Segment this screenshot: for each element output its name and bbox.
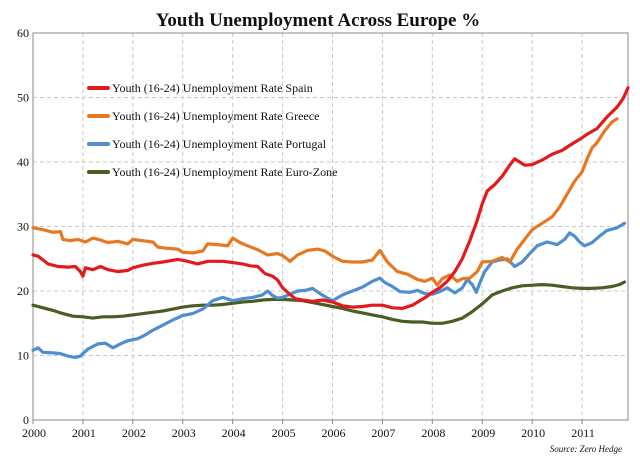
axes: 0 10 20 30 40 50 60 2000 2001 2002 2003 2004 2005 200… bbox=[17, 26, 595, 440]
legend: Youth (16-24) Unemployment Rate Spain You… bbox=[87, 81, 337, 179]
x-tick-label: 2004 bbox=[222, 426, 246, 440]
x-tick-label: 2011 bbox=[571, 426, 595, 440]
y-tick-label: 40 bbox=[17, 155, 29, 169]
series-line-euro-zone bbox=[31, 280, 627, 325]
x-tick-label: 2001 bbox=[72, 426, 96, 440]
x-tick-label: 2007 bbox=[371, 426, 395, 440]
y-tick-label: 10 bbox=[17, 349, 29, 363]
y-tick-label: 50 bbox=[17, 91, 29, 105]
y-tick-label: 60 bbox=[17, 26, 29, 40]
x-tick-label: 2008 bbox=[421, 426, 445, 440]
grid bbox=[33, 33, 628, 420]
y-tick-label: 20 bbox=[17, 284, 29, 298]
legend-label-greece: Youth (16-24) Unemployment Rate Greece bbox=[112, 109, 319, 123]
x-tick-label: 2006 bbox=[321, 426, 345, 440]
chart-title: Youth Unemployment Across Europe % bbox=[156, 10, 480, 31]
x-tick-label: 2010 bbox=[521, 426, 545, 440]
series-line-greece bbox=[31, 117, 619, 287]
series-line-portugal bbox=[31, 221, 627, 359]
legend-label-euro-zone: Youth (16-24) Unemployment Rate Euro-Zon… bbox=[112, 165, 337, 179]
x-tick-label: 2005 bbox=[272, 426, 296, 440]
x-tick-label: 2003 bbox=[172, 426, 196, 440]
x-tick-label: 2009 bbox=[471, 426, 495, 440]
y-tick-label: 30 bbox=[17, 220, 29, 234]
x-tick-label: 2002 bbox=[122, 426, 146, 440]
legend-label-portugal: Youth (16-24) Unemployment Rate Portugal bbox=[112, 137, 327, 151]
legend-label-spain: Youth (16-24) Unemployment Rate Spain bbox=[112, 81, 313, 95]
y-tick-label: 0 bbox=[23, 413, 29, 427]
x-tick-label: 2000 bbox=[22, 426, 46, 440]
source-note: Source: Zero Hedge bbox=[550, 444, 622, 454]
series-line-spain bbox=[31, 86, 630, 310]
series bbox=[31, 86, 630, 359]
